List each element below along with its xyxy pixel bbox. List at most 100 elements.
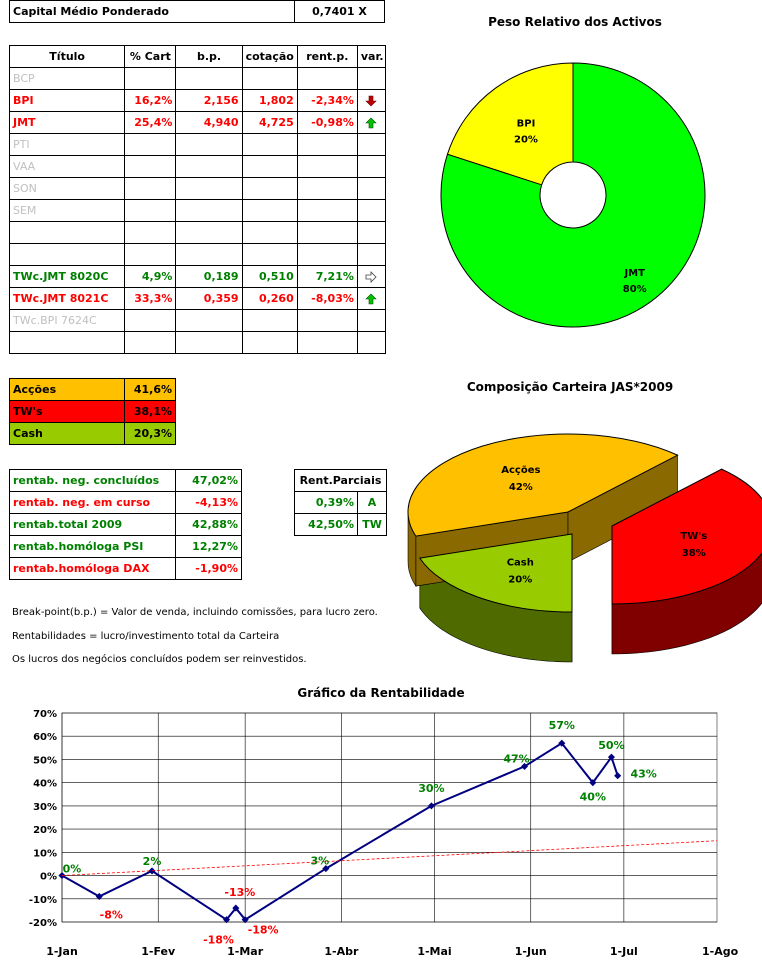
asset-cotacao: 0,260: [241, 287, 298, 310]
composition-value: 20,3%: [124, 422, 176, 445]
donut-slice-bpi: [446, 62, 574, 186]
composition-row: Acções 41,6%: [9, 378, 176, 401]
data-point: [614, 772, 622, 780]
data-point: [232, 904, 240, 912]
trend-line: [61, 840, 718, 876]
data-label: 50%: [598, 739, 624, 752]
data-label: 3%: [311, 855, 330, 868]
data-point: [520, 762, 529, 770]
donut-slice-jmt: [440, 62, 706, 328]
data-point: [558, 739, 566, 747]
capital-label: Capital Médio Ponderado: [9, 0, 295, 23]
data-point: [95, 892, 103, 900]
pie-slice-2: [611, 468, 762, 605]
portfolio-header-3: cotação: [241, 45, 298, 68]
asset-title: [8, 331, 126, 354]
donut-value-label: 80%: [623, 284, 647, 295]
return-label: rentab.total 2009: [9, 513, 176, 536]
data-point: [589, 779, 597, 787]
returns-table: rentab. neg. concluídos 47,02% rentab. neg…: [9, 469, 242, 580]
asset-bp: 0,359: [175, 287, 243, 310]
composition-value: 38,1%: [124, 400, 176, 423]
var-arrow-up-icon: [365, 117, 378, 129]
asset-rent: -2,34%: [296, 89, 358, 112]
composition-label: Acções: [9, 378, 125, 401]
return-value: -4,13%: [175, 491, 242, 514]
portfolio-header-row: Título% Cart b.p. cotação rent.p. var.: [8, 45, 387, 68]
portfolio-row: [8, 221, 387, 244]
data-point: [607, 753, 615, 761]
asset-bp: 0,189: [175, 265, 243, 288]
x-tick-label: 1-Ago: [702, 945, 739, 958]
pie-value-label: 38%: [682, 548, 706, 559]
y-tick-label: 70%: [33, 709, 57, 720]
partial-code: TW: [356, 513, 388, 536]
returns-row: rentab.homóloga DAX -1,90%: [9, 557, 242, 580]
data-label: 40%: [580, 791, 606, 804]
y-tick-label: -20%: [29, 918, 57, 929]
data-label: -18%: [248, 924, 279, 937]
asset-cotacao: 1,802: [241, 89, 298, 112]
portfolio-row: [8, 243, 387, 266]
pie-label: Acções: [501, 465, 540, 476]
asset-bp: [175, 331, 243, 354]
return-label: rentab.homóloga DAX: [9, 557, 176, 580]
x-tick-label: 1-Mai: [417, 945, 451, 958]
return-value: 42,88%: [175, 513, 242, 536]
y-tick-label: 40%: [33, 779, 57, 790]
portfolio-row: [8, 331, 387, 354]
partial-value: 42,50%: [294, 513, 358, 536]
asset-title: TWc.JMT 8020C: [8, 265, 126, 288]
composition-value: 41,6%: [124, 378, 176, 401]
capital-value: 0,7401 X: [294, 0, 385, 23]
note-lucros: Os lucros dos negócios concluídos podem …: [12, 654, 307, 665]
var-arrow-right-icon: [366, 271, 378, 283]
x-tick-label: 1-Jul: [610, 945, 638, 958]
partial-header: Rent.Parciais: [293, 469, 388, 492]
returns-row: rentab. neg. em curso -4,13%: [9, 491, 242, 514]
x-tick-label: 1-Jan: [46, 945, 78, 958]
asset-bp: 2,156: [175, 89, 243, 112]
partial-value: 0,39%: [294, 491, 358, 514]
donut-value-label: 20%: [514, 134, 538, 145]
pie-label: TW's: [680, 531, 707, 542]
data-label: 0%: [63, 863, 82, 876]
data-label: -8%: [100, 908, 123, 921]
x-tick-label: 1-Mar: [227, 945, 264, 958]
composition-row: TW's 38,1%: [9, 400, 176, 423]
asset-var: [356, 265, 387, 288]
asset-title: VAA: [8, 155, 126, 178]
pie-slice-0: [418, 533, 573, 613]
data-label: -13%: [224, 886, 255, 899]
asset-rent: -8,03%: [296, 287, 358, 310]
data-point: [427, 802, 435, 810]
x-tick-label: 1-Jun: [515, 945, 547, 958]
composition-table: Acções 41,6% TW's 38,1% Cash 20,3%: [9, 378, 176, 445]
asset-title: BCP: [8, 67, 126, 90]
returns-row: rentab. neg. concluídos 47,02%: [9, 469, 242, 492]
y-tick-label: 20%: [33, 825, 57, 836]
note-breakpoint: Break-point(b.p.) = Valor de venda, incl…: [12, 607, 378, 618]
asset-title: BPI: [8, 89, 126, 112]
y-tick-label: -10%: [29, 895, 57, 906]
return-label: rentab. neg. em curso: [9, 491, 176, 514]
data-label: 2%: [143, 855, 162, 868]
partial-row: 42,50% TW: [294, 513, 388, 536]
donut-label: BPI: [517, 118, 536, 129]
data-point: [322, 865, 330, 873]
y-tick-label: 60%: [33, 732, 57, 743]
portfolio-table: Título% Cart b.p. cotação rent.p. var. BCP BP…: [8, 45, 387, 354]
pie2-title: Composição Carteira JAS*2009: [466, 380, 674, 394]
x-tick-label: 1-Fev: [141, 945, 176, 958]
pie-value-label: 20%: [508, 575, 532, 586]
asset-var: [356, 331, 387, 354]
y-tick-label: 10%: [33, 848, 57, 859]
var-arrow-up-icon: [365, 293, 378, 305]
portfolio-row: BPI 16,2% 2,156 1,802 -2,34%: [8, 89, 387, 112]
portfolio-row: SEM: [8, 199, 387, 222]
donut-label: JMT: [623, 268, 645, 279]
line-chart-title: Gráfico da Rentabilidade: [297, 686, 465, 700]
asset-title: TWc.JMT 8021C: [8, 287, 126, 310]
x-tick-label: 1-Abr: [324, 945, 359, 958]
